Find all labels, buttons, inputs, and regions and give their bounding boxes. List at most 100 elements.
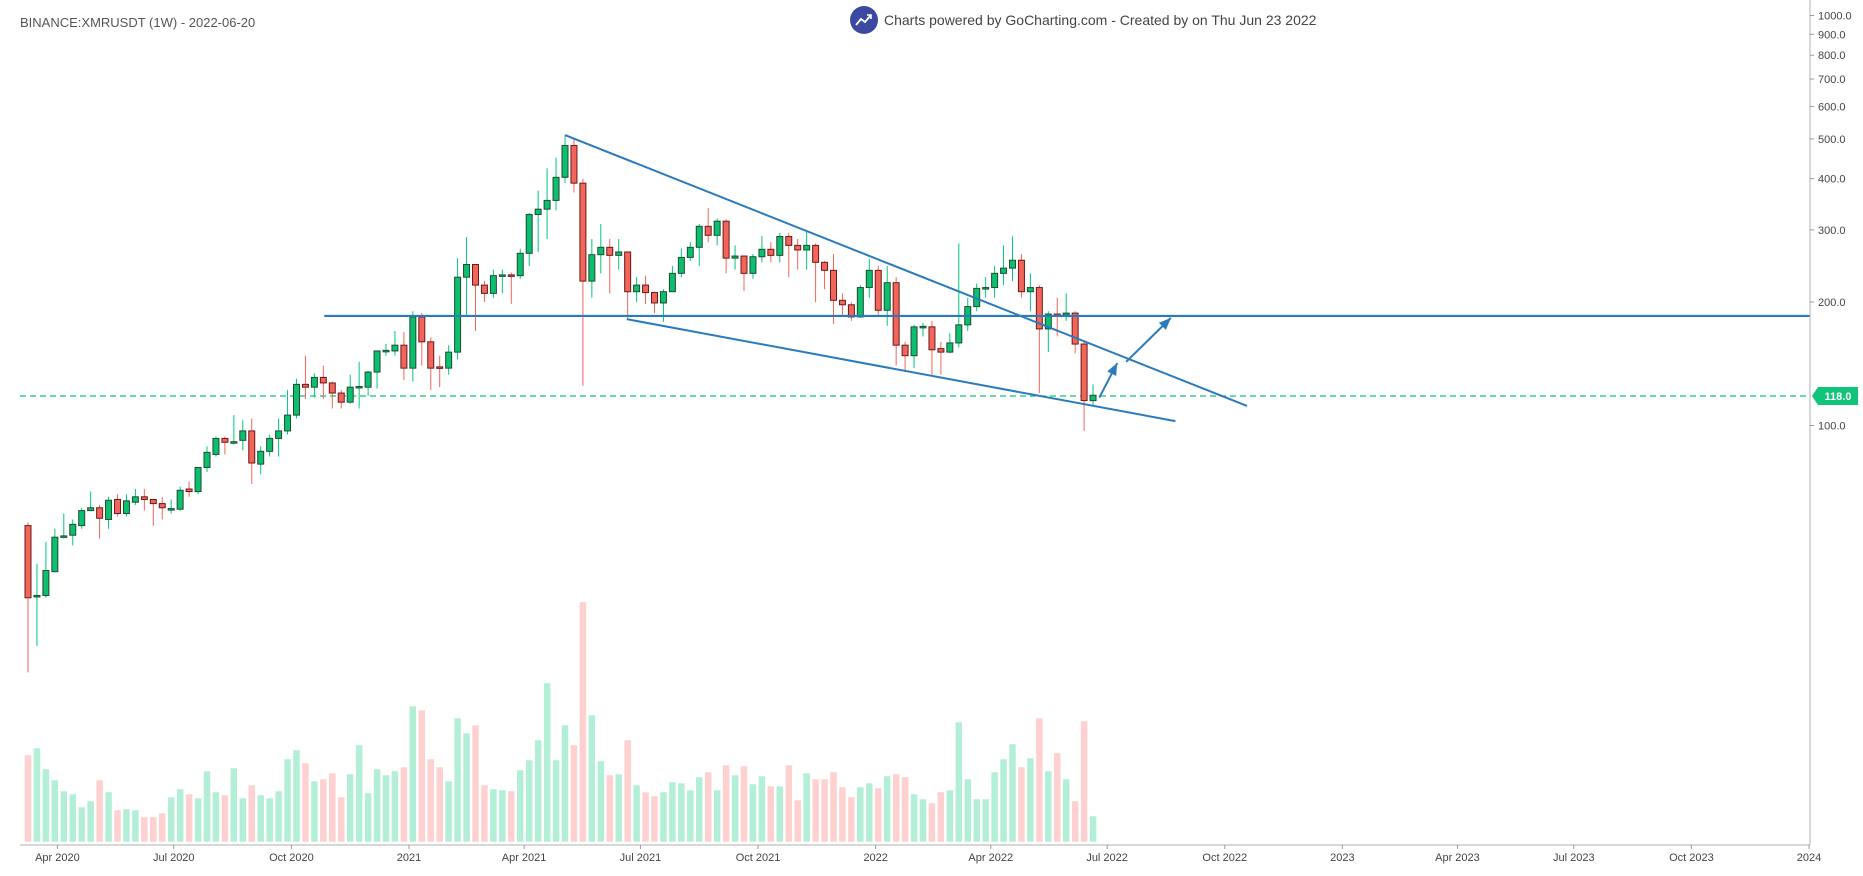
candle[interactable] [445, 345, 453, 375]
candle[interactable] [78, 507, 86, 529]
candle[interactable] [284, 390, 292, 435]
candle[interactable] [758, 235, 766, 263]
candle[interactable] [105, 496, 113, 529]
candle[interactable] [436, 355, 444, 388]
candle[interactable] [400, 332, 408, 381]
candle[interactable] [570, 138, 578, 193]
candle[interactable] [60, 513, 68, 539]
candle[interactable] [794, 239, 802, 270]
candle[interactable] [731, 245, 739, 270]
candle[interactable] [982, 277, 990, 298]
candle[interactable] [892, 277, 900, 366]
candle[interactable] [803, 231, 811, 270]
candle[interactable] [561, 135, 569, 184]
candle[interactable] [615, 239, 623, 270]
candle[interactable] [310, 373, 318, 398]
candle[interactable] [964, 297, 972, 332]
candle[interactable] [140, 489, 148, 511]
candle[interactable] [114, 494, 121, 517]
candle[interactable] [337, 390, 345, 409]
candle[interactable] [740, 255, 748, 291]
candle[interactable] [149, 498, 157, 526]
candle[interactable] [1000, 245, 1008, 286]
candle[interactable] [668, 265, 676, 293]
candle[interactable] [230, 415, 238, 445]
candle[interactable] [543, 168, 551, 240]
candle[interactable] [812, 243, 820, 303]
candle[interactable] [391, 331, 399, 356]
candle[interactable] [704, 208, 712, 243]
candle[interactable] [749, 253, 757, 279]
candle[interactable] [552, 157, 560, 211]
candle[interactable] [865, 258, 873, 298]
candle[interactable] [874, 265, 882, 316]
candle[interactable] [856, 285, 864, 318]
candle[interactable] [203, 446, 211, 473]
candle[interactable] [176, 486, 184, 511]
candle[interactable] [257, 446, 265, 475]
candle[interactable] [713, 218, 721, 246]
candle[interactable] [194, 466, 202, 495]
candle[interactable] [1017, 253, 1025, 298]
candle[interactable] [87, 491, 95, 512]
candle[interactable] [275, 418, 283, 457]
candle[interactable] [767, 242, 775, 263]
candle[interactable] [516, 248, 524, 279]
candle[interactable] [248, 418, 256, 484]
candle[interactable] [955, 243, 963, 348]
candle[interactable] [677, 248, 685, 278]
candle[interactable] [830, 253, 837, 324]
candle[interactable] [409, 311, 417, 382]
candle[interactable] [239, 420, 247, 451]
candle[interactable] [454, 258, 462, 360]
candle[interactable] [51, 528, 59, 573]
candle[interactable] [785, 232, 793, 278]
candle[interactable] [96, 504, 104, 539]
candle[interactable] [266, 434, 274, 457]
candle[interactable] [1071, 311, 1079, 354]
candle[interactable] [480, 281, 488, 303]
candle[interactable] [722, 219, 730, 274]
candle[interactable] [1035, 285, 1043, 394]
candle[interactable] [185, 481, 193, 497]
candle[interactable] [901, 341, 909, 373]
candle[interactable] [1044, 311, 1052, 353]
candle[interactable] [1026, 273, 1034, 312]
candle[interactable] [642, 275, 650, 304]
candle[interactable] [686, 242, 694, 261]
candle[interactable] [463, 237, 471, 316]
candle[interactable] [838, 293, 846, 316]
candle[interactable] [33, 563, 41, 646]
candle[interactable] [301, 355, 309, 400]
candle[interactable] [651, 291, 658, 314]
candle[interactable] [131, 489, 139, 505]
candle[interactable] [588, 239, 596, 298]
candle[interactable] [489, 269, 497, 298]
candle[interactable] [24, 522, 32, 673]
candle[interactable] [373, 350, 381, 389]
candle[interactable] [624, 251, 632, 320]
candle[interactable] [633, 277, 641, 303]
candle[interactable] [606, 239, 614, 294]
candle[interactable] [346, 374, 354, 404]
candle[interactable] [221, 436, 229, 455]
candle[interactable] [158, 496, 166, 520]
time-axis[interactable]: Apr 2020 Jul 2020 Oct 2020 2021 Apr 2021 Jul … [20, 844, 1821, 864]
candle[interactable] [928, 320, 936, 375]
candle[interactable] [328, 381, 336, 409]
candle[interactable] [427, 337, 435, 391]
candle[interactable] [847, 302, 855, 321]
candle[interactable] [212, 436, 220, 457]
candle[interactable] [507, 272, 515, 304]
candle[interactable] [946, 333, 954, 354]
candle[interactable] [122, 494, 130, 517]
candle[interactable] [418, 313, 426, 366]
candle[interactable] [910, 324, 918, 369]
candle[interactable] [293, 378, 300, 419]
price-axis[interactable]: 1000.0 900.0 800.0 700.0 600.0 500.0 400.0 300.… [1809, 0, 1858, 845]
candle[interactable] [472, 263, 479, 332]
candle[interactable] [919, 322, 927, 337]
candle[interactable] [364, 370, 372, 397]
candle[interactable] [525, 212, 533, 266]
